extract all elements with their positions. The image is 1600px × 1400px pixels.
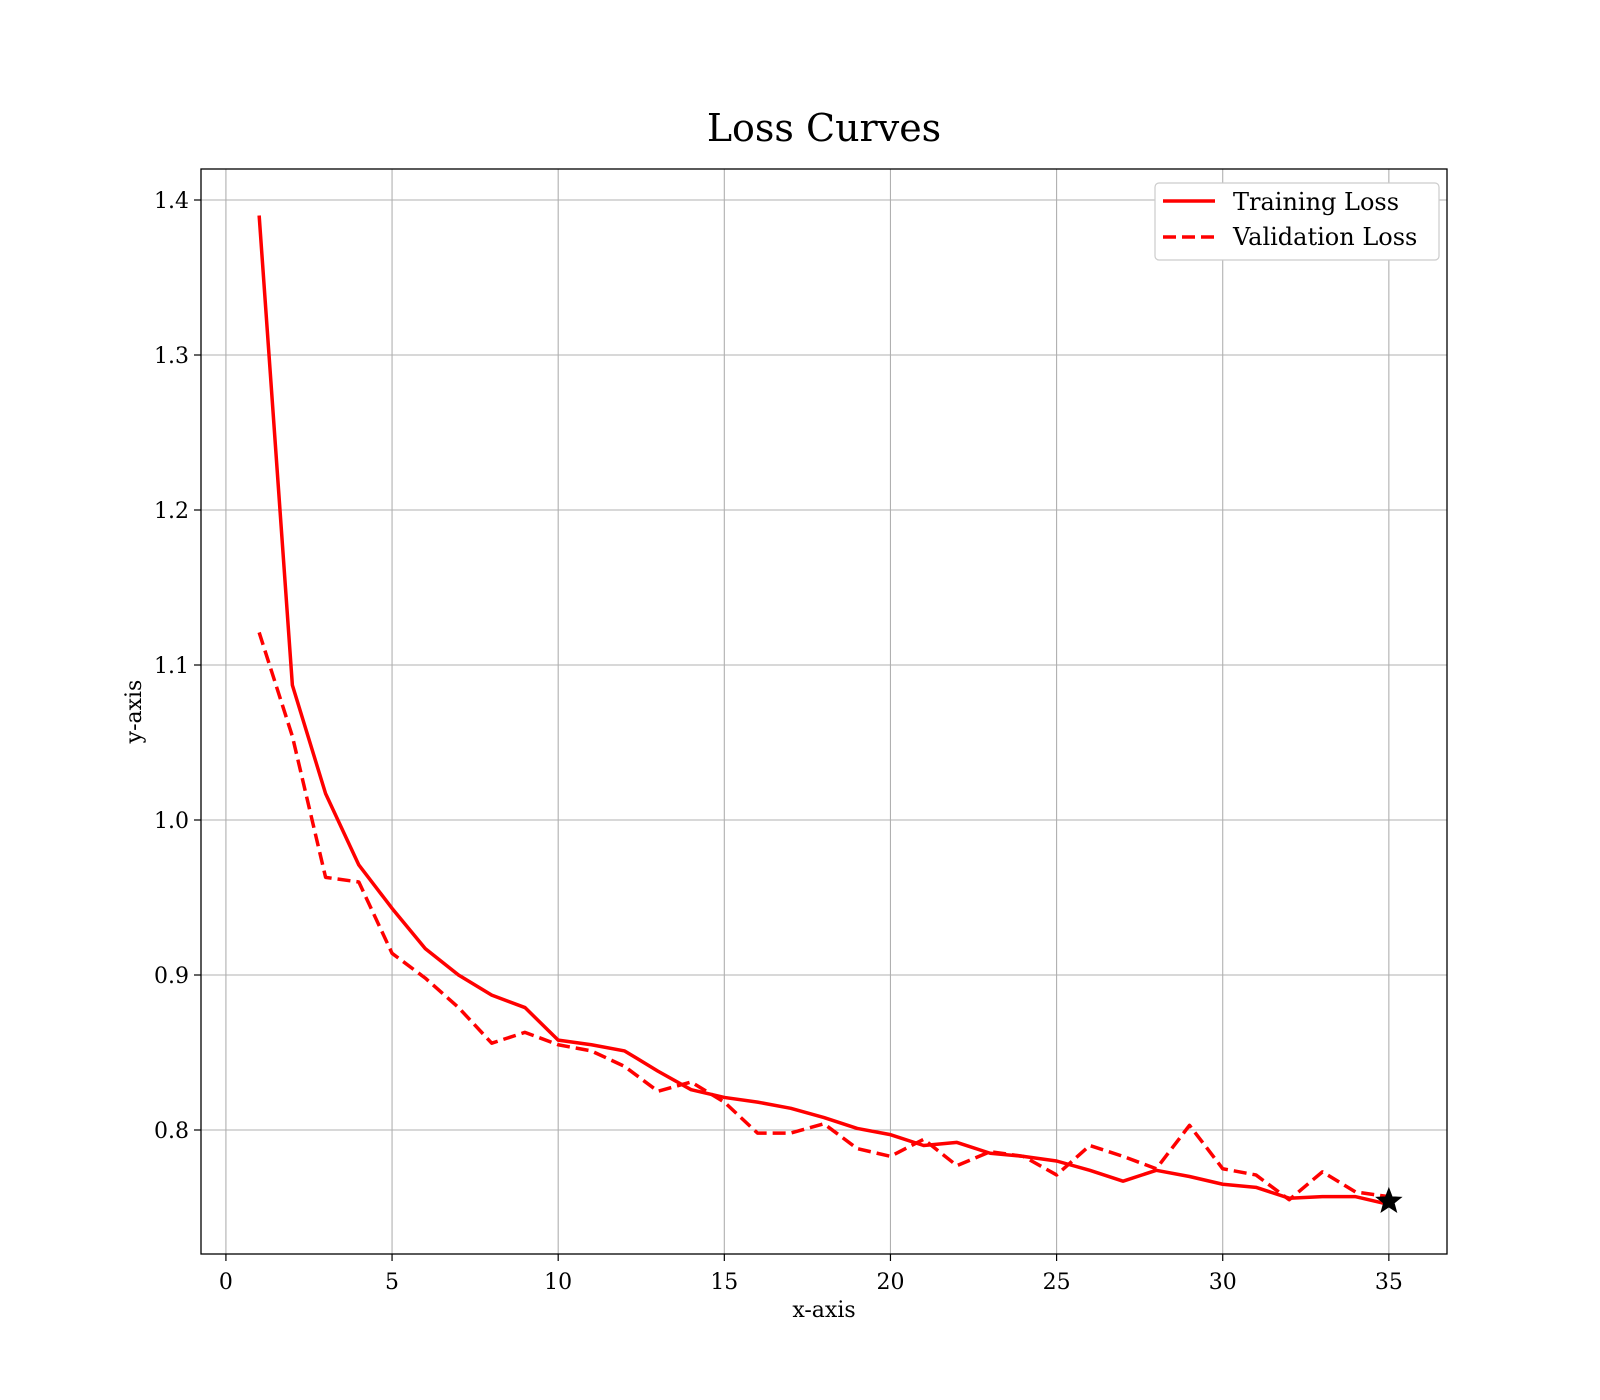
legend: Training Loss Validation Loss — [1154, 182, 1440, 261]
training-loss-line — [257, 215, 1390, 1207]
validation-loss-line — [257, 631, 1390, 1202]
series-layer — [257, 215, 1390, 1207]
legend-box — [1154, 182, 1440, 261]
x-axis-label: x-axis — [792, 1298, 855, 1323]
tick-layer: 0 5 10 15 20 25 30 35 0.8 0.9 1.0 1.1 1.2 1.3 1.4 — [154, 189, 1403, 1295]
x-tick-label: 0 — [219, 1270, 233, 1295]
marker-layer — [1375, 1186, 1403, 1213]
legend-label-validation-loss: Validation Loss — [1232, 223, 1417, 251]
chart-title: Loss Curves — [707, 106, 941, 150]
x-tick-label: 30 — [1209, 1270, 1237, 1295]
y-tick-label: 1.1 — [154, 654, 189, 679]
x-tick-label: 20 — [876, 1270, 904, 1295]
legend-label-training-loss: Training Loss — [1233, 188, 1399, 216]
x-tick-label: 25 — [1043, 1270, 1071, 1295]
y-tick-label: 0.8 — [154, 1119, 189, 1144]
x-tick-label: 35 — [1375, 1270, 1403, 1295]
plot-frame — [200, 168, 1448, 1255]
y-tick-label: 1.4 — [154, 189, 189, 214]
y-tick-label: 1.3 — [154, 344, 189, 369]
x-tick-label: 5 — [385, 1270, 399, 1295]
y-tick-label: 1.2 — [154, 499, 189, 524]
best-epoch-star-marker — [1375, 1186, 1403, 1213]
x-tick-label: 10 — [544, 1270, 572, 1295]
y-tick-label: 1.0 — [154, 809, 189, 834]
y-tick-label: 0.9 — [154, 964, 189, 989]
y-axis-label: y-axis — [122, 680, 147, 745]
x-tick-label: 15 — [710, 1270, 738, 1295]
grid-layer — [201, 169, 1447, 1254]
